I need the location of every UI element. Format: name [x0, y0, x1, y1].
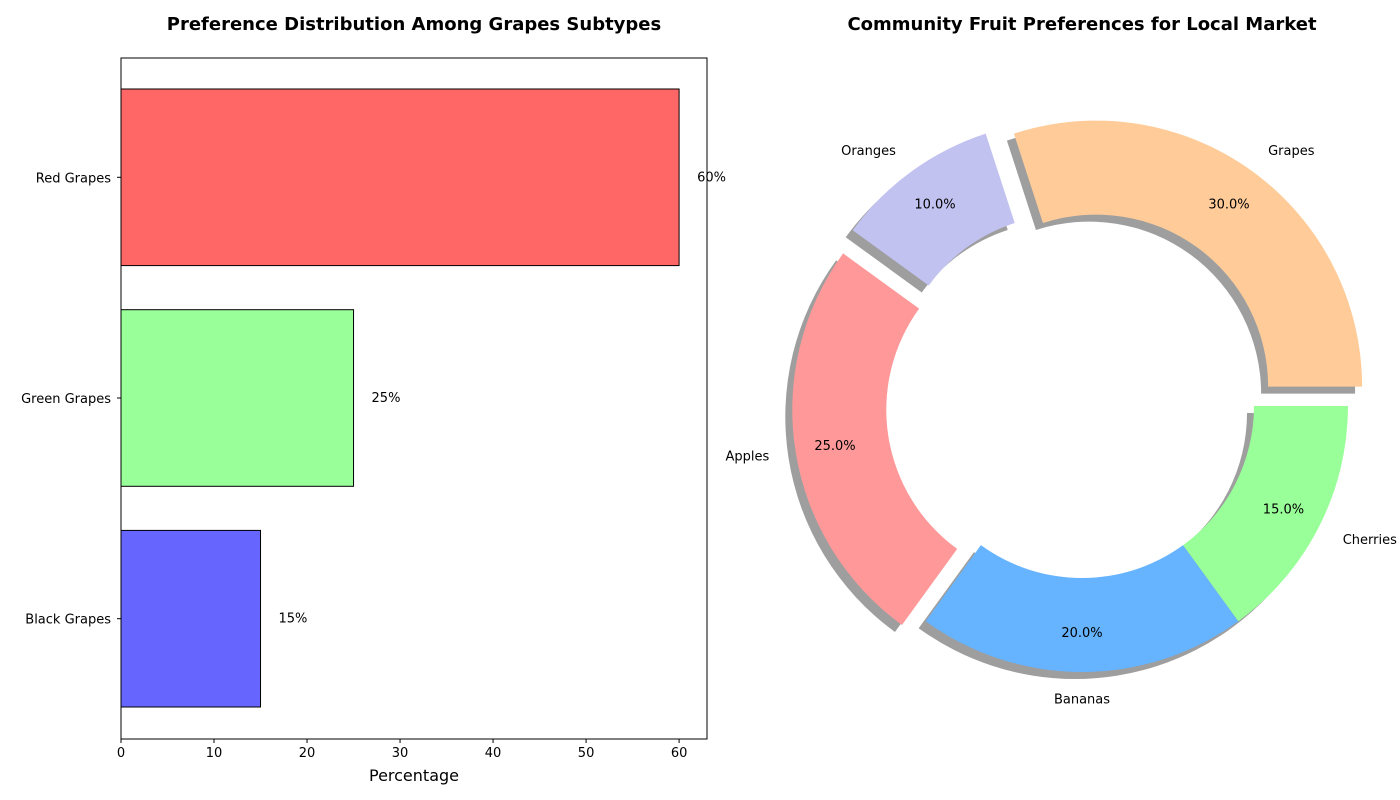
bars — [120, 88, 680, 708]
donut-chart: Community Fruit Preferences for Local Ma… — [726, 14, 1398, 708]
slice-label-bananas: Bananas — [1054, 693, 1110, 708]
bar-green-grapes — [120, 309, 355, 487]
wedge-cherries — [1183, 406, 1348, 622]
bar-x-ticks: 0 10 20 30 40 50 60 — [117, 739, 688, 761]
slice-percent-bananas: 20.0% — [1061, 626, 1102, 641]
x-tick-label: 30 — [392, 746, 409, 761]
slice-label-oranges: Oranges — [841, 144, 896, 159]
slice-percent-oranges: 10.0% — [914, 198, 955, 213]
bar-black-grapes — [120, 529, 262, 708]
wedge-oranges — [852, 133, 1015, 286]
bar-chart-title: Preference Distribution Among Grapes Sub… — [167, 14, 661, 35]
slice-label-grapes: Grapes — [1268, 144, 1315, 159]
bar-value-label: 25% — [372, 391, 401, 406]
x-tick-label: 10 — [206, 746, 223, 761]
donut-labels: Grapes 30.0% Oranges 10.0% Apples 25.0% Banana… — [726, 144, 1398, 708]
slice-label-apples: Apples — [726, 450, 770, 465]
y-tick-label: Red Grapes — [36, 171, 111, 186]
slice-percent-cherries: 15.0% — [1263, 503, 1304, 518]
x-tick-label: 40 — [485, 746, 502, 761]
bar-value-label: 15% — [279, 612, 308, 627]
donut-chart-title: Community Fruit Preferences for Local Ma… — [847, 14, 1317, 35]
x-tick-label: 20 — [299, 746, 316, 761]
x-tick-label: 50 — [578, 746, 595, 761]
slice-percent-grapes: 30.0% — [1208, 198, 1249, 213]
slice-label-cherries: Cherries — [1343, 533, 1397, 548]
wedge-apples — [792, 253, 958, 625]
donut-wedges — [792, 120, 1363, 672]
bar-value-labels: 60% 25% 15% — [279, 170, 726, 626]
y-tick-label: Black Grapes — [25, 613, 111, 628]
y-tick-label: Green Grapes — [21, 392, 111, 407]
slice-percent-apples: 25.0% — [814, 439, 855, 454]
x-tick-label: 0 — [117, 746, 125, 761]
bar-chart: Preference Distribution Among Grapes Sub… — [21, 14, 726, 785]
bar-value-label: 60% — [697, 170, 726, 185]
bar-y-ticks: Red Grapes Green Grapes Black Grapes — [21, 171, 121, 628]
wedge-grapes — [1013, 120, 1363, 387]
x-tick-label: 60 — [671, 746, 688, 761]
bar-x-axis-label: Percentage — [369, 766, 459, 785]
wedge-bananas — [925, 545, 1239, 672]
bar-red-grapes — [120, 88, 680, 267]
